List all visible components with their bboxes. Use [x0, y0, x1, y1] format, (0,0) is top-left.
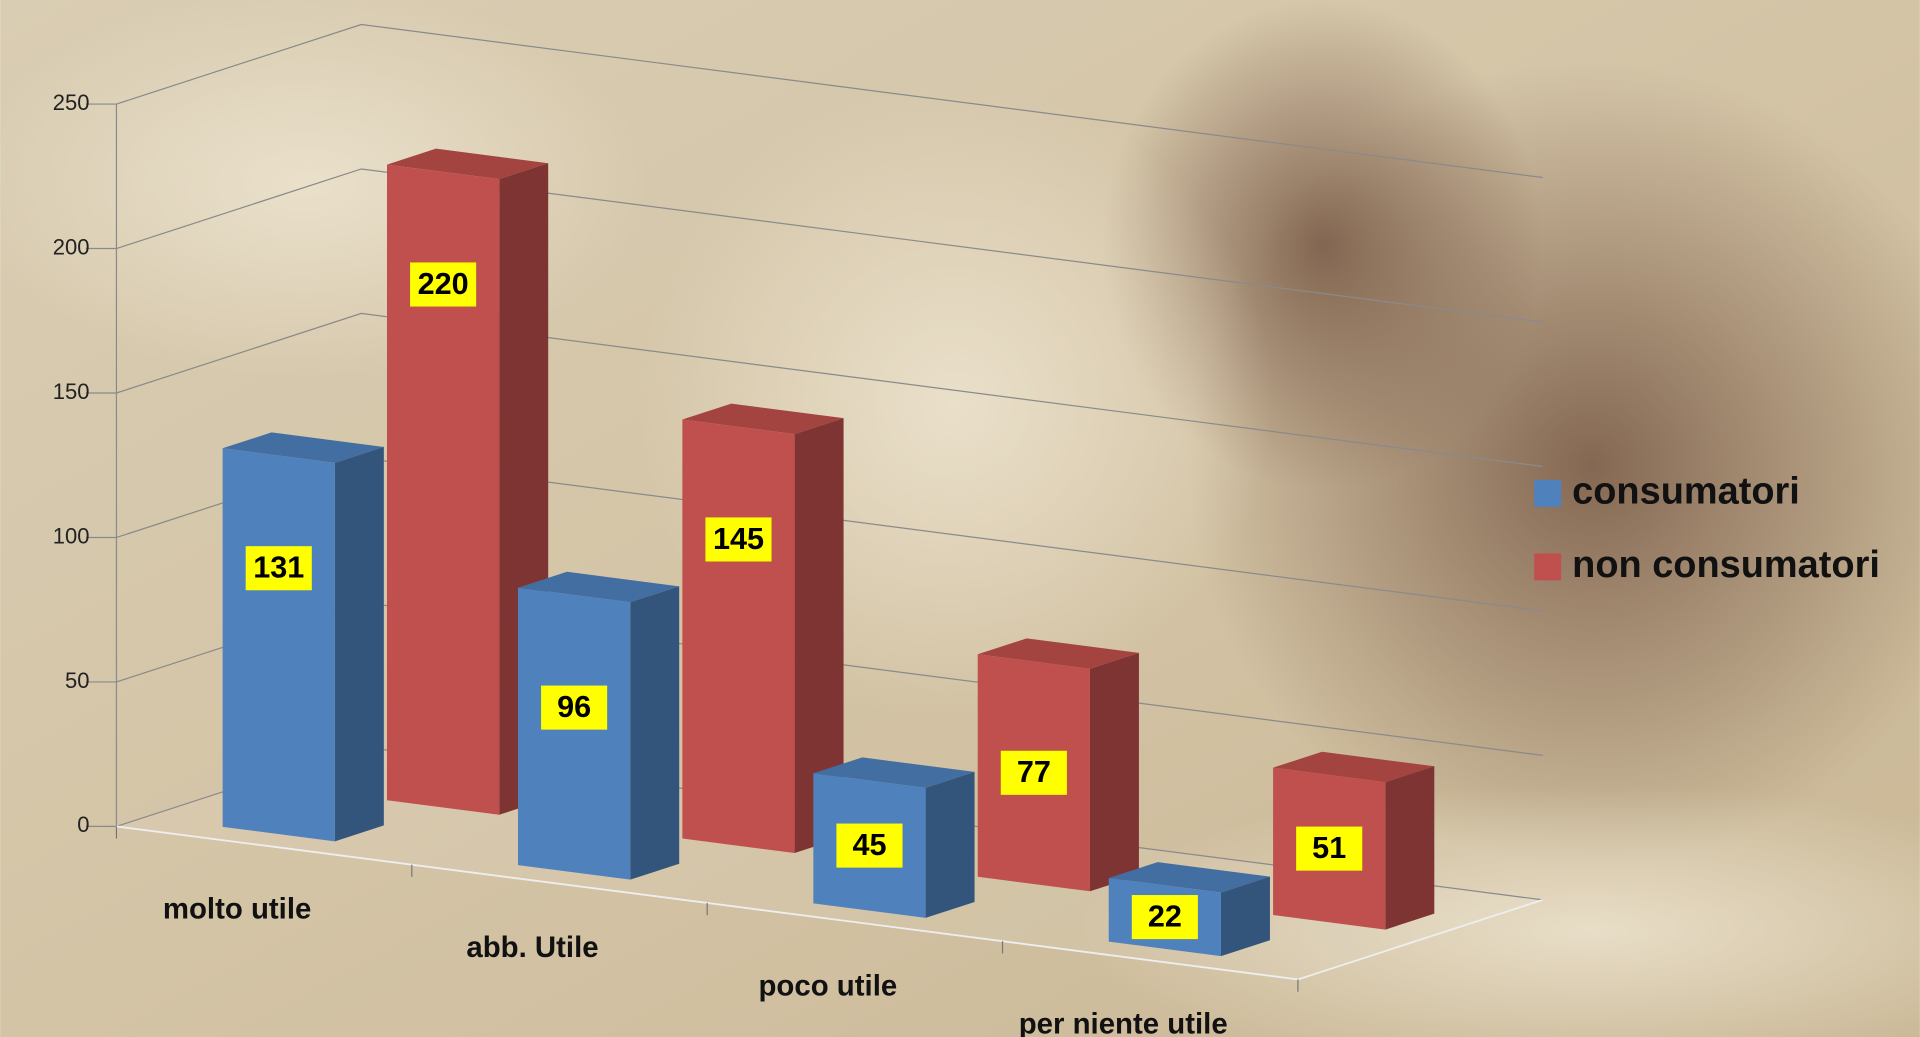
value-label: 45 — [836, 823, 903, 868]
value-label-box — [1000, 750, 1067, 795]
value-label-text: 22 — [1148, 899, 1182, 933]
value-label-box — [836, 823, 903, 868]
x-tick-label: abb. Utile — [466, 931, 598, 964]
bar — [682, 419, 795, 854]
legend-label: non consumatori — [1572, 544, 1880, 586]
bar-top — [1108, 862, 1270, 893]
bar-side — [925, 771, 975, 918]
bar — [222, 448, 335, 842]
value-label-text: 96 — [557, 690, 591, 724]
legend-swatch — [1534, 479, 1562, 507]
value-label-box — [541, 685, 608, 730]
bar-top — [977, 638, 1139, 669]
bar-side — [334, 446, 384, 842]
value-label-box — [1296, 826, 1363, 871]
y-tick-label: 150 — [53, 379, 90, 404]
value-label-box — [1131, 895, 1198, 940]
value-label-text: 51 — [1312, 831, 1346, 865]
value-label: 77 — [1000, 750, 1067, 795]
value-label: 22 — [1131, 895, 1198, 940]
value-label: 96 — [541, 685, 608, 730]
bar-top — [222, 432, 384, 463]
x-tick-label: per niente utile — [1019, 1008, 1228, 1037]
bar-side — [630, 586, 680, 880]
bar-top — [1273, 751, 1435, 783]
y-tick-label: 200 — [53, 234, 90, 259]
bar-top — [682, 403, 844, 435]
legend-swatch — [1534, 553, 1562, 581]
value-label: 220 — [410, 262, 477, 307]
value-label-text: 220 — [418, 267, 469, 301]
bar-top — [813, 757, 975, 788]
y-tick-label: 250 — [53, 90, 90, 115]
value-label: 51 — [1296, 826, 1363, 871]
value-label: 145 — [705, 517, 772, 562]
value-label-text: 77 — [1017, 755, 1051, 789]
legend-label: consumatori — [1572, 470, 1800, 512]
x-tick-label: poco utile — [758, 969, 897, 1002]
bar-side — [794, 418, 844, 854]
value-label-text: 131 — [253, 551, 304, 585]
value-label-box — [245, 546, 312, 591]
bar-side — [1220, 876, 1270, 957]
bar-side — [1385, 766, 1435, 930]
grid-line — [116, 168, 1543, 323]
value-label: 131 — [245, 546, 312, 591]
value-label-text: 145 — [713, 522, 764, 556]
grid-line — [116, 23, 1543, 179]
grid-line — [116, 312, 1543, 468]
y-tick-label: 100 — [53, 523, 90, 548]
x-tick-label: molto utile — [163, 893, 312, 926]
bar-side — [1089, 652, 1139, 892]
value-label-box — [705, 517, 772, 562]
y-tick-label: 50 — [65, 668, 90, 693]
value-label-box — [410, 262, 477, 307]
value-label-text: 45 — [852, 828, 886, 862]
y-tick-label: 0 — [77, 812, 89, 837]
bar-top — [386, 148, 549, 180]
bar — [517, 587, 631, 880]
bar — [386, 164, 500, 815]
bar-top — [517, 571, 680, 603]
